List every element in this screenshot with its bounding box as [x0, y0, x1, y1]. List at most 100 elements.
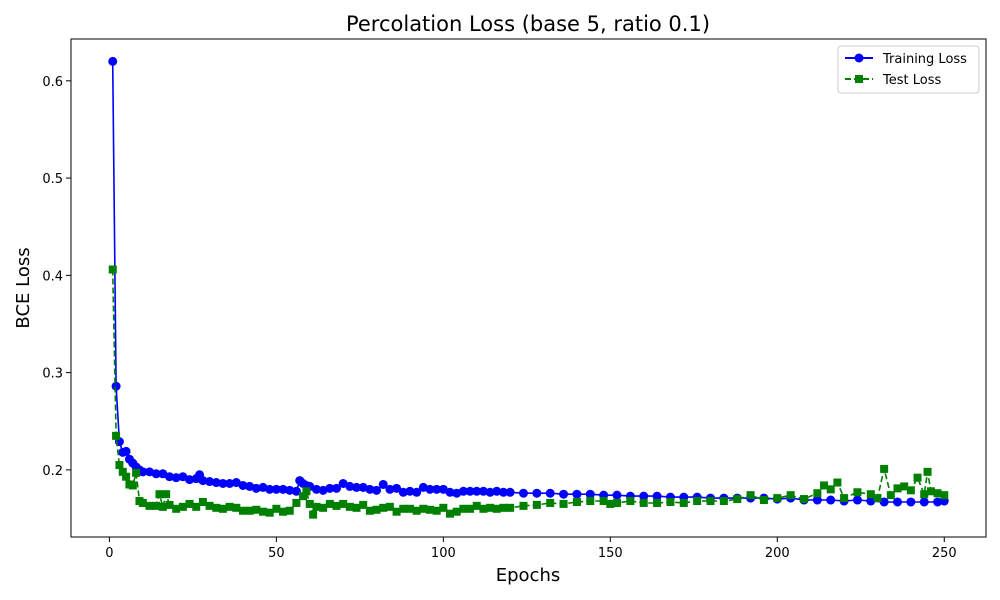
- test-loss-point: [419, 504, 428, 513]
- x-tick-label: 150: [598, 546, 623, 561]
- test-loss-point: [252, 505, 261, 514]
- training-loss-point: [412, 487, 422, 497]
- training-loss-markers: [108, 56, 949, 507]
- y-axis: 0.2 0.3 0.4 0.5 0.6: [42, 75, 71, 479]
- training-loss-point: [505, 487, 515, 497]
- test-loss-point: [165, 500, 174, 509]
- test-loss-point: [272, 504, 281, 513]
- training-loss-point: [465, 486, 475, 496]
- test-loss-point: [626, 497, 635, 506]
- test-loss-point: [693, 497, 702, 506]
- training-loss-point: [205, 477, 215, 487]
- training-loss-point: [405, 486, 415, 496]
- training-loss-point: [365, 484, 375, 494]
- test-loss-point: [412, 506, 421, 515]
- test-loss-point: [155, 490, 164, 499]
- training-loss-point: [265, 484, 275, 494]
- training-loss-point: [185, 475, 195, 485]
- test-loss-point: [132, 468, 141, 477]
- training-loss-point: [352, 482, 362, 492]
- test-loss-point: [606, 499, 615, 508]
- test-loss-point: [372, 505, 381, 514]
- test-loss-point: [612, 498, 621, 507]
- test-loss-point: [138, 498, 147, 507]
- training-loss-point: [138, 467, 148, 477]
- x-axis: 0 50 100 150 200 250: [105, 537, 957, 561]
- x-tick-label: 100: [431, 546, 456, 561]
- test-loss-point: [452, 507, 461, 516]
- test-loss-point: [486, 503, 495, 512]
- test-loss-point: [172, 504, 181, 513]
- test-loss-point: [305, 499, 314, 508]
- test-loss-point: [873, 494, 882, 503]
- training-loss-point: [372, 485, 382, 495]
- test-loss-point: [759, 496, 768, 505]
- training-loss-point: [812, 495, 822, 505]
- test-loss-point: [900, 482, 909, 491]
- test-loss-point: [886, 491, 895, 500]
- test-loss-point: [332, 501, 341, 510]
- training-loss-point: [121, 446, 131, 456]
- test-loss-point: [472, 501, 481, 510]
- training-loss-point: [532, 488, 542, 498]
- training-loss-point: [111, 381, 121, 391]
- test-loss-point: [279, 507, 288, 516]
- test-loss-point: [122, 472, 131, 481]
- test-loss-point: [185, 499, 194, 508]
- test-loss-point: [666, 497, 675, 506]
- training-loss-point: [919, 497, 929, 507]
- test-loss-point: [532, 500, 541, 509]
- training-loss-point: [472, 486, 482, 496]
- training-loss-point: [852, 495, 862, 505]
- test-loss-point: [292, 498, 301, 507]
- test-loss-point: [492, 504, 501, 513]
- training-loss-point: [398, 487, 408, 497]
- test-loss-point: [920, 490, 929, 499]
- training-loss-point: [572, 489, 582, 499]
- test-loss-point: [519, 501, 528, 510]
- training-loss-point: [211, 478, 221, 488]
- test-loss-point: [719, 497, 728, 506]
- training-loss-point: [165, 472, 175, 482]
- test-loss-point: [506, 503, 515, 512]
- test-loss-point: [118, 467, 127, 476]
- y-tick-label: 0.5: [42, 172, 63, 187]
- test-loss-point: [339, 499, 348, 508]
- test-loss-point: [546, 498, 555, 507]
- legend-box: [837, 45, 980, 94]
- training-loss-line: [111, 61, 945, 503]
- test-loss-point: [309, 510, 318, 519]
- training-loss-point: [198, 476, 208, 486]
- test-loss-point: [746, 491, 755, 500]
- y-tick-label: 0.3: [42, 367, 63, 382]
- training-loss-point: [612, 490, 622, 500]
- test-loss-point: [499, 503, 508, 512]
- training-loss-point: [325, 483, 335, 493]
- test-loss-point: [733, 495, 742, 504]
- test-loss-point: [559, 499, 568, 508]
- test-loss-point: [302, 487, 311, 496]
- test-loss-point: [459, 504, 468, 513]
- training-loss-point: [906, 497, 916, 507]
- test-loss-point: [365, 506, 374, 515]
- training-loss-point: [458, 486, 468, 496]
- training-loss-point: [485, 487, 495, 497]
- test-loss-point: [833, 478, 842, 487]
- chart-title: Percolation Loss (base 5, ratio 0.1): [346, 12, 710, 36]
- x-tick-label: 0: [105, 546, 113, 561]
- training-loss-point: [108, 56, 118, 66]
- training-loss-point: [933, 497, 943, 507]
- test-loss-point: [245, 506, 254, 515]
- test-loss-point: [880, 464, 889, 473]
- training-loss-point: [559, 489, 569, 499]
- test-loss-point: [820, 481, 829, 490]
- training-loss-point: [218, 479, 228, 489]
- test-loss-point: [178, 502, 187, 511]
- legend-label-test: Test Loss: [882, 73, 941, 88]
- test-loss-point: [325, 499, 334, 508]
- test-loss-markers: [108, 265, 949, 519]
- x-tick-label: 50: [268, 546, 285, 561]
- training-loss-point: [893, 497, 903, 507]
- test-loss-point: [352, 503, 361, 512]
